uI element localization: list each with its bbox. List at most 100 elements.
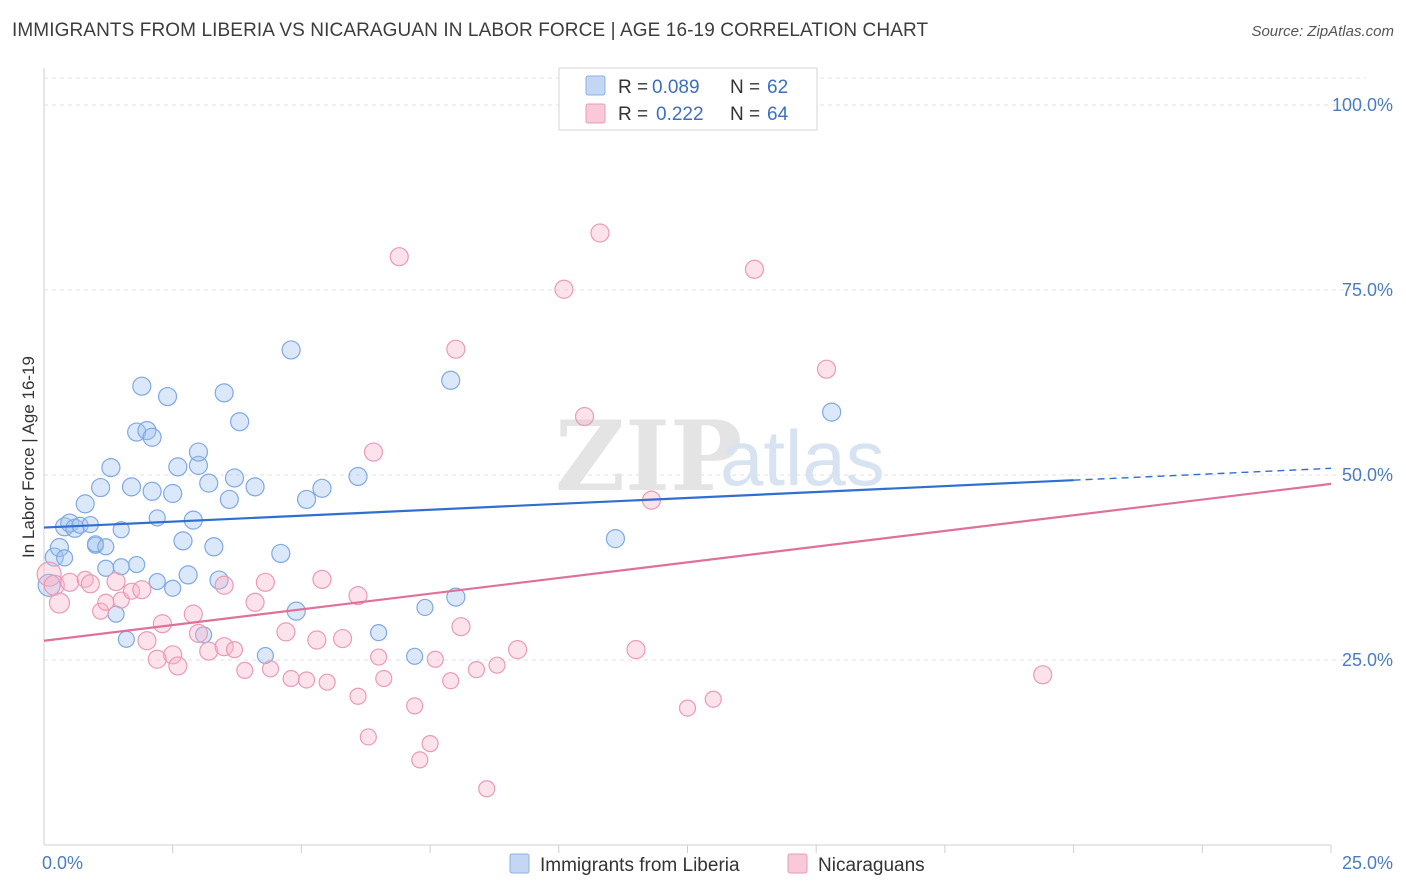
nicaraguan-point	[446, 339, 466, 359]
nicaraguan-point	[704, 690, 722, 708]
liberia-point	[188, 442, 209, 462]
nicaraguan-point	[389, 247, 409, 267]
nicaraguan-point	[199, 641, 219, 661]
stats-r-value-liberia: 0.089	[652, 77, 700, 98]
nicaraguan-point	[744, 259, 765, 279]
axes	[43, 68, 1332, 853]
nicaraguan-point	[48, 592, 71, 614]
nicaraguan-point	[359, 728, 377, 746]
nicaraguan-point	[97, 593, 115, 611]
nicaraguan-point	[163, 645, 183, 665]
liberia-point	[164, 579, 182, 597]
nicaraguan-point	[137, 631, 157, 651]
liberia-point	[121, 477, 142, 497]
liberia-point	[441, 370, 461, 390]
legend-swatch-liberia	[509, 853, 530, 874]
nicaraguan-point	[478, 780, 496, 798]
liberia-point	[142, 427, 162, 447]
nicaraguan-point	[411, 751, 429, 769]
liberia-point	[128, 555, 146, 574]
legend-label-nicaraguan: Nicaraguans	[818, 855, 925, 876]
liberia-point	[271, 543, 291, 564]
nicaraguan-point	[312, 569, 332, 589]
liberia-point	[173, 531, 193, 551]
liberia-point	[142, 481, 162, 501]
liberia-point	[370, 624, 388, 642]
nicaraguan-point	[626, 640, 646, 660]
nicaraguan-point	[236, 661, 254, 679]
nicaraguan-point	[261, 660, 280, 678]
liberia-point	[281, 340, 301, 360]
liberia-point	[822, 402, 842, 422]
liberia-point	[75, 494, 95, 514]
nicaraguan-point	[60, 572, 80, 592]
liberia-point	[219, 489, 239, 510]
liberia-point	[148, 572, 166, 591]
liberia-point	[117, 630, 135, 648]
x-tick-label-min: 0.0%	[42, 853, 83, 873]
nicaraguan-point	[370, 648, 388, 666]
liberia-point	[416, 598, 434, 617]
stats-n-label-liberia: N =	[730, 77, 760, 98]
nicaraguan-point	[214, 575, 234, 595]
nicaraguan-point	[282, 669, 300, 688]
liberia-point	[224, 468, 245, 488]
nicaraguan-point	[147, 649, 167, 669]
source-label: Source: ZipAtlas.com	[1251, 23, 1394, 40]
nicaraguan-point	[451, 617, 471, 637]
nicaraguan-point	[106, 571, 126, 592]
watermark-atlas: atlas	[720, 414, 885, 502]
stats-legend: R = 0.089 N = 62 R = 0.222 N = 64	[558, 67, 818, 131]
chart-title: IMMIGRANTS FROM LIBERIA VS NICARAGUAN IN…	[12, 20, 929, 41]
stats-n-value-liberia: 62	[767, 77, 788, 98]
series-legend: Immigrants from Liberia Nicaraguans	[509, 853, 925, 876]
liberia-point	[127, 422, 147, 442]
nicaraguan-point	[307, 630, 327, 650]
liberia-point	[209, 570, 229, 590]
y-tick-label: 100.0%	[1332, 95, 1393, 115]
liberia-point	[91, 477, 111, 498]
nicaraguan-point	[168, 656, 188, 676]
trend-line-nicaraguan	[43, 482, 1332, 642]
nicaraguan-point	[188, 623, 209, 643]
stats-r-value-nicaraguan: 0.222	[656, 104, 704, 125]
nicaraguan-point	[297, 671, 316, 689]
nicaraguan-point	[488, 656, 506, 674]
nicaraguan-point	[255, 572, 275, 592]
trend-lines	[43, 467, 1332, 642]
nicaraguan-point	[363, 442, 384, 462]
legend-label-liberia: Immigrants from Liberia	[540, 855, 740, 876]
stats-swatch-liberia	[585, 75, 606, 96]
nicaraguan-point	[508, 640, 528, 660]
nicaraguan-point	[590, 223, 610, 243]
liberia-point	[97, 538, 115, 556]
liberia-point	[204, 537, 224, 557]
series-nicaraguan-points	[36, 223, 1053, 798]
nicaraguan-point	[152, 614, 173, 634]
nicaraguan-point	[375, 669, 393, 688]
y-tick-label: 25.0%	[1342, 650, 1393, 670]
nicaraguan-point	[183, 604, 203, 624]
stats-n-value-nicaraguan: 64	[767, 104, 789, 125]
liberia-point	[168, 457, 188, 477]
nicaraguan-point	[318, 673, 336, 691]
nicaraguan-point	[554, 279, 574, 299]
nicaraguan-point	[132, 580, 152, 600]
liberia-point	[312, 478, 332, 498]
y-axis-title: In Labor Force | Age 16-19	[19, 356, 38, 558]
liberia-point	[163, 483, 183, 504]
watermark: ZIP atlas	[555, 400, 885, 513]
nicaraguan-point	[421, 735, 439, 753]
liberia-point	[157, 386, 178, 407]
y-tick-label: 50.0%	[1342, 465, 1393, 485]
liberia-point	[132, 376, 152, 396]
nicaraguan-point	[225, 641, 244, 659]
grid-lines	[44, 77, 1366, 661]
trend-line-liberia	[43, 479, 1074, 529]
y-tick-labels: 25.0% 50.0% 75.0% 100.0%	[1332, 95, 1393, 670]
liberia-point	[86, 535, 105, 553]
liberia-point	[199, 473, 219, 493]
liberia-point	[112, 521, 130, 539]
nicaraguan-point	[816, 359, 837, 379]
